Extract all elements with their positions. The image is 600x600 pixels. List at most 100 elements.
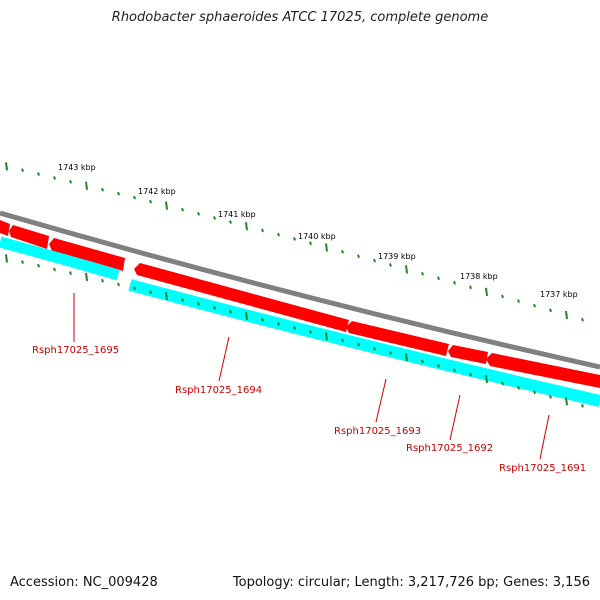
minor-tick: [133, 286, 136, 291]
leader-line: [539, 414, 550, 460]
major-tick: [485, 374, 488, 384]
major-tick: [405, 265, 408, 274]
gene-arrow: [0, 220, 10, 236]
major-tick: [5, 254, 8, 263]
scale-ticks: [5, 162, 584, 322]
gene-label: Rsph17025_1695: [32, 345, 119, 356]
reverse-strand-genes: [0, 236, 600, 407]
leader-line: [375, 378, 387, 423]
inner-ticks: [5, 254, 584, 408]
leader-line: [449, 394, 461, 441]
minor-tick: [357, 342, 360, 347]
gene-label: Rsph17025_1691: [499, 463, 586, 474]
minor-tick: [69, 179, 72, 184]
major-tick: [245, 311, 248, 320]
minor-tick: [453, 368, 456, 373]
gene-arrow: [49, 238, 125, 271]
major-tick: [85, 272, 88, 281]
scale-label: 1739 kbp: [378, 252, 416, 261]
minor-tick: [293, 237, 296, 241]
minor-tick: [53, 176, 56, 180]
minor-tick: [309, 330, 312, 334]
minor-tick: [501, 381, 504, 386]
minor-tick: [149, 199, 152, 204]
minor-tick: [213, 216, 216, 220]
minor-tick: [437, 276, 440, 281]
minor-tick: [181, 207, 184, 212]
minor-tick: [117, 191, 120, 196]
genome-backbone: [0, 210, 600, 370]
minor-tick: [133, 195, 136, 200]
minor-tick: [53, 267, 56, 272]
minor-tick: [101, 278, 104, 283]
scale-label: 1740 kbp: [298, 232, 336, 241]
minor-tick: [37, 172, 40, 176]
minor-tick: [581, 317, 584, 322]
minor-tick: [517, 386, 520, 390]
minor-tick: [101, 187, 104, 192]
minor-tick: [229, 309, 232, 314]
minor-tick: [229, 220, 232, 224]
leader-line: [218, 336, 230, 382]
accession-text: Accession: NC_009428: [10, 575, 158, 590]
gene-label-leaders: [73, 293, 550, 460]
gene-arrow: [9, 225, 49, 249]
minor-tick: [357, 254, 360, 258]
minor-tick: [453, 280, 456, 285]
minor-tick: [261, 318, 264, 322]
minor-tick: [517, 299, 520, 303]
scale-label: 1738 kbp: [460, 272, 498, 281]
minor-tick: [469, 285, 472, 290]
major-tick: [565, 397, 568, 406]
minor-tick: [549, 394, 552, 399]
minor-tick: [293, 326, 296, 330]
minor-tick: [373, 258, 376, 263]
gene-label: Rsph17025_1692: [406, 443, 493, 454]
minor-tick: [197, 212, 200, 216]
minor-tick: [421, 271, 424, 276]
minor-tick: [533, 390, 536, 395]
minor-tick: [149, 290, 152, 294]
minor-tick: [389, 263, 392, 267]
minor-tick: [341, 338, 344, 343]
major-tick: [325, 332, 328, 341]
scale-label: 1741 kbp: [218, 210, 256, 219]
gene-band: [0, 236, 120, 281]
gene-arrow: [134, 263, 349, 332]
minor-tick: [69, 271, 72, 275]
scale-label: 1742 kbp: [138, 187, 176, 196]
minor-tick: [549, 308, 552, 313]
minor-tick: [21, 168, 24, 173]
minor-tick: [581, 404, 584, 408]
major-tick: [565, 310, 568, 320]
minor-tick: [277, 322, 280, 326]
scale-label: 1743 kbp: [58, 163, 96, 172]
minor-tick: [181, 298, 184, 302]
gene-labels: Rsph17025_1695 Rsph17025_1694 Rsph17025_…: [32, 345, 586, 474]
minor-tick: [37, 263, 40, 268]
major-tick: [485, 287, 488, 296]
gene-arrow: [346, 321, 449, 356]
gene-label: Rsph17025_1694: [175, 385, 262, 396]
gene-arrow: [448, 345, 488, 364]
major-tick: [245, 222, 248, 231]
major-tick: [85, 181, 88, 190]
minor-tick: [389, 351, 392, 355]
scale-label: 1737 kbp: [540, 290, 578, 299]
topology-text: Topology: circular; Length: 3,217,726 bp…: [232, 575, 590, 590]
minor-tick: [421, 359, 424, 364]
minor-tick: [533, 303, 536, 308]
minor-tick: [437, 364, 440, 368]
forward-strand-genes: [0, 220, 600, 388]
minor-tick: [117, 282, 120, 287]
minor-tick: [213, 305, 216, 310]
scale-labels: 1743 kbp 1742 kbp 1741 kbp 1740 kbp 1739…: [58, 163, 578, 299]
major-tick: [165, 201, 168, 210]
major-tick: [325, 243, 328, 252]
minor-tick: [309, 241, 312, 245]
major-tick: [165, 291, 168, 301]
minor-tick: [277, 232, 280, 237]
minor-tick: [341, 249, 344, 254]
major-tick: [5, 162, 8, 171]
